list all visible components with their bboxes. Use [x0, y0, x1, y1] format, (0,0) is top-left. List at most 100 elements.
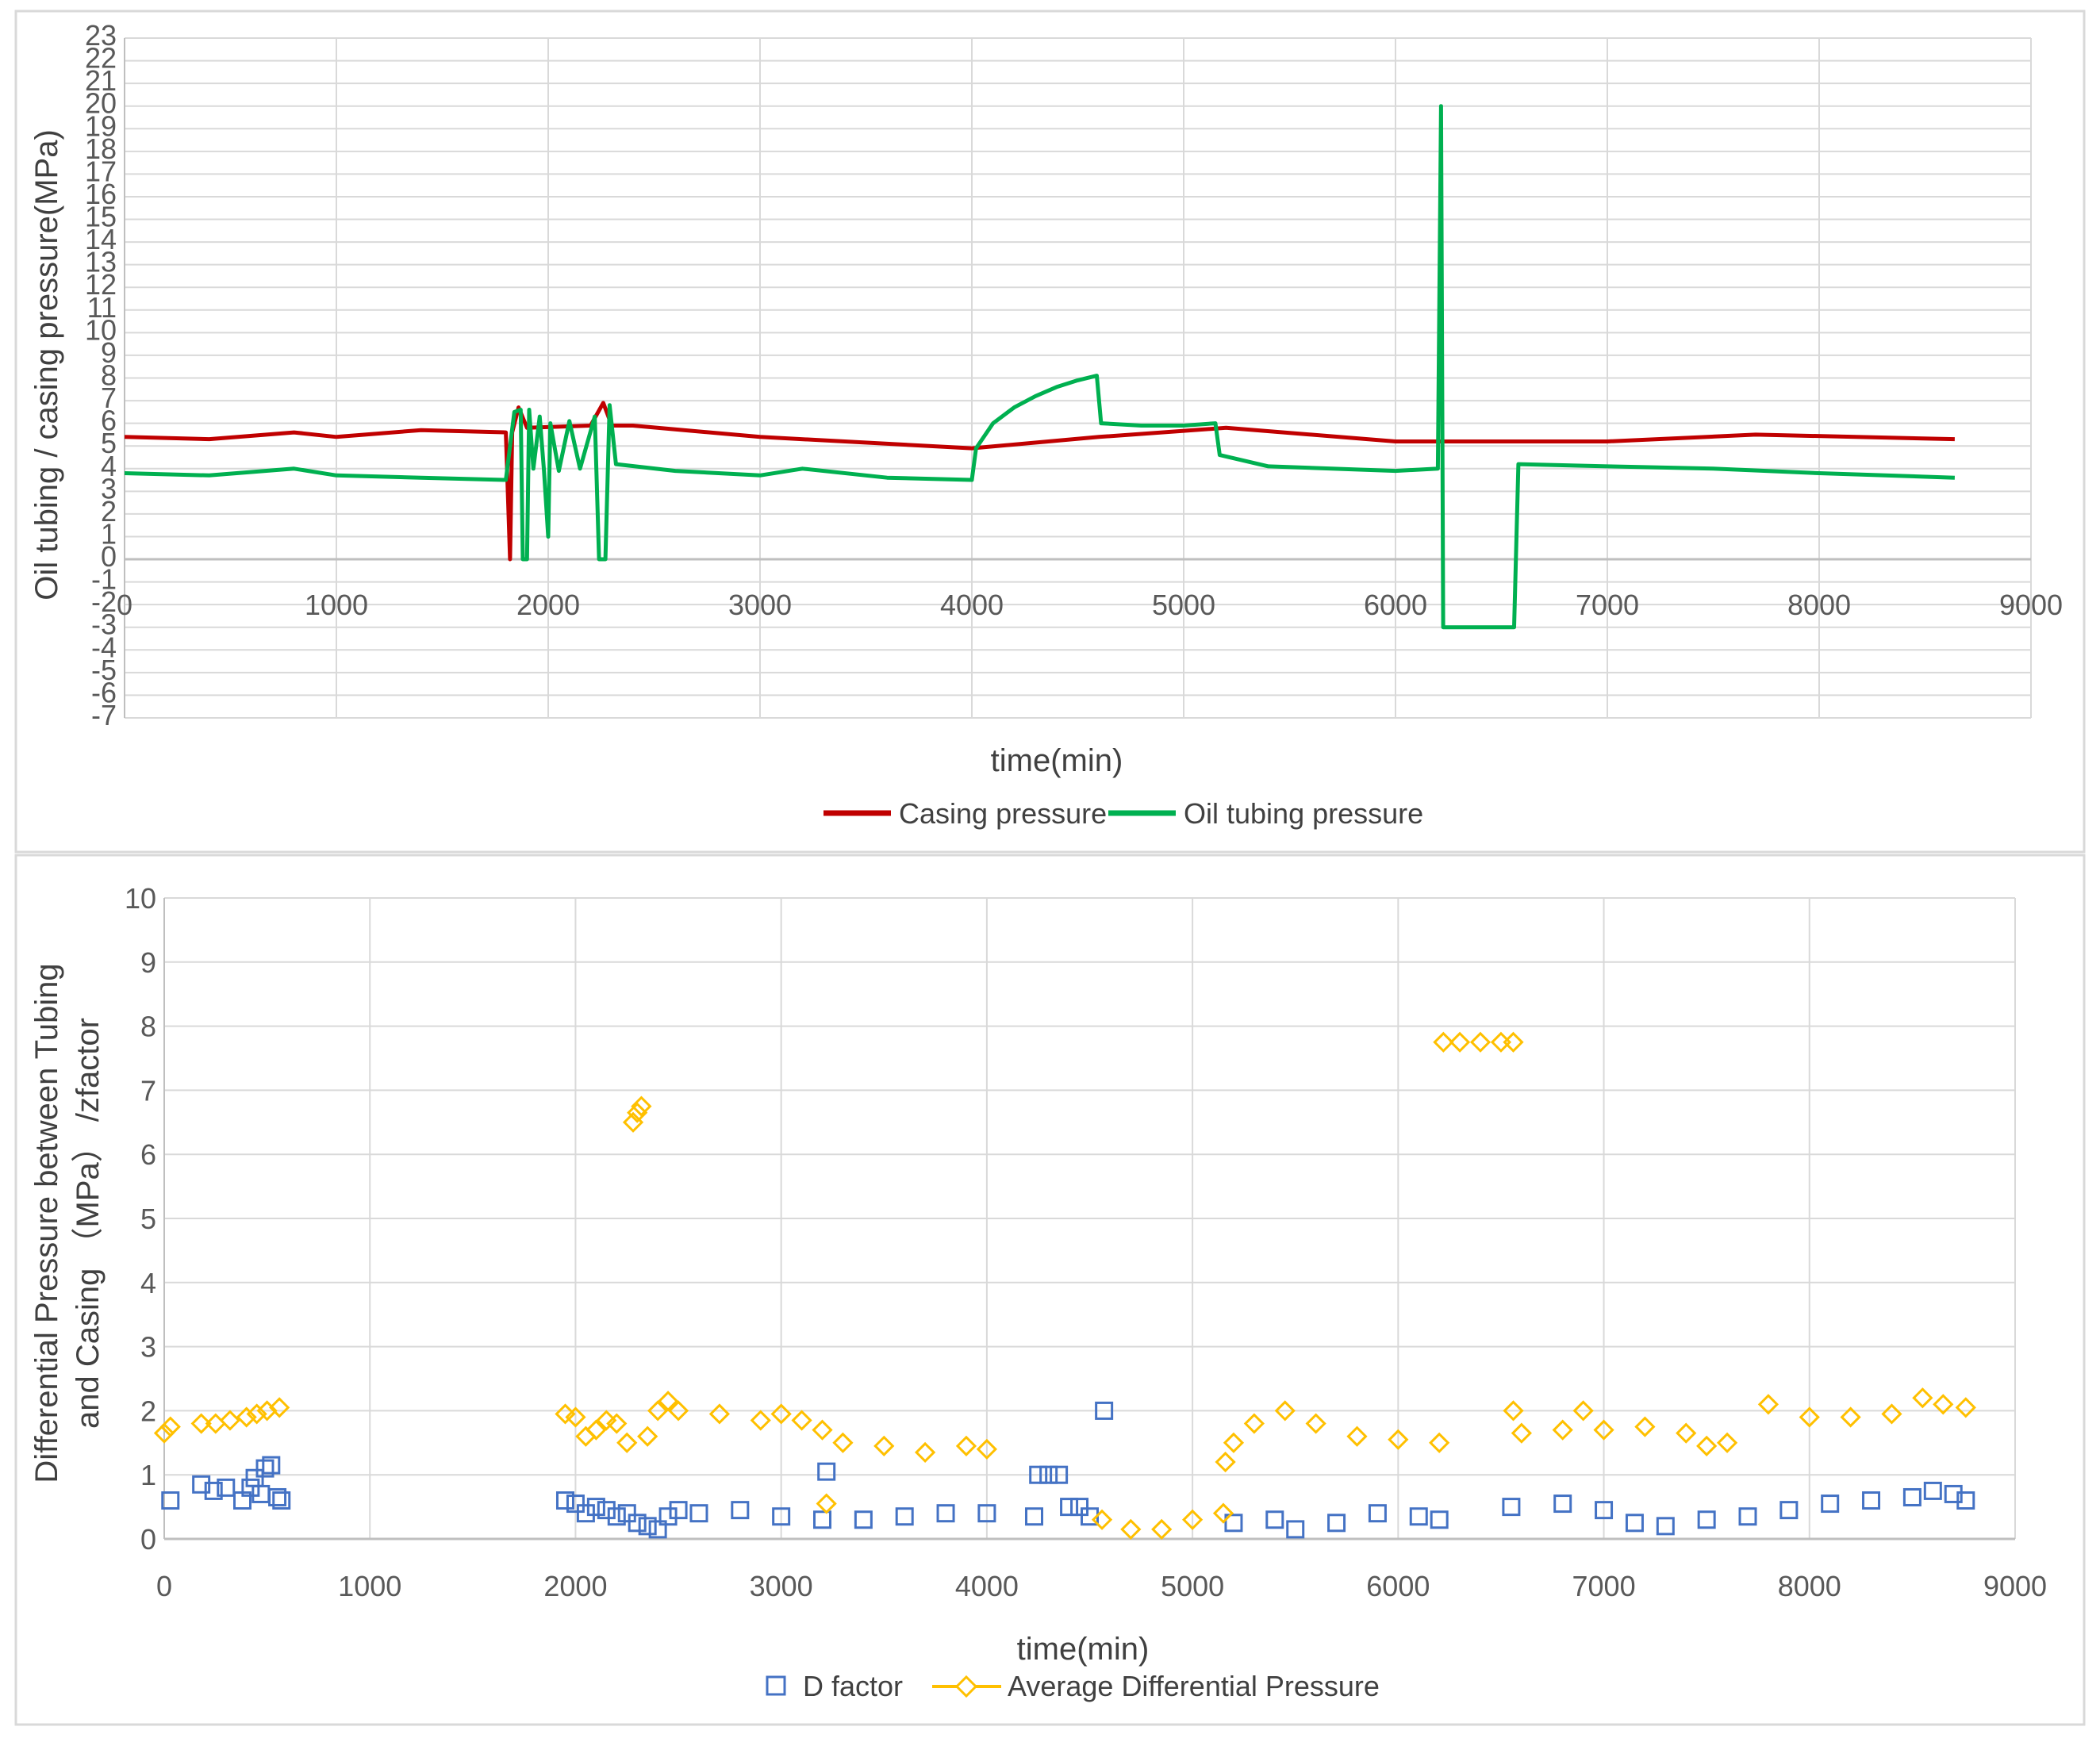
y-tick-label: 6	[101, 405, 117, 437]
avg-dp-point	[1716, 1432, 1738, 1453]
avg-dp-point	[832, 1432, 854, 1453]
dfactor-point	[586, 1498, 605, 1517]
dfactor-point	[638, 1517, 657, 1536]
x-tick-label: 1000	[305, 589, 368, 621]
dfactor-point	[204, 1481, 223, 1500]
avg-dp-point	[791, 1410, 812, 1431]
x-tick-label: 5000	[1152, 589, 1215, 621]
y-tick-label: 20	[85, 87, 117, 120]
avg-dp-point	[1840, 1406, 1861, 1428]
dfactor-point	[1039, 1465, 1058, 1484]
dfactor-point	[669, 1501, 688, 1520]
dfactor-point	[1923, 1481, 1942, 1500]
x-tick-label: 3000	[728, 589, 792, 621]
avg-dp-point	[1572, 1400, 1594, 1422]
avg-dp-point	[1799, 1406, 1820, 1428]
avg-dp-point	[1511, 1422, 1532, 1444]
x-tick-label: 8000	[1787, 589, 1851, 621]
dfactor-point	[217, 1478, 236, 1497]
avg-dp-point	[1181, 1509, 1204, 1530]
pressure-chart-grid	[124, 37, 2032, 719]
dfactor-point	[1944, 1484, 1963, 1503]
y-tick-label: -5	[91, 654, 117, 686]
dfactor-point	[1060, 1498, 1079, 1517]
avg-dp-point	[873, 1435, 895, 1456]
y-tick-label: 1	[101, 517, 117, 550]
dfactor-point	[772, 1507, 791, 1526]
differential-chart-grid	[163, 897, 2016, 1541]
y-tick-label: 3	[140, 1331, 156, 1364]
y-tick-label: 23	[85, 19, 117, 52]
x-tick-label: 5000	[1161, 1570, 1224, 1602]
dfactor-point	[1595, 1501, 1614, 1520]
avg-dp-point	[955, 1435, 977, 1456]
avg-dp-point	[1912, 1387, 1933, 1409]
dfactor-point	[617, 1504, 636, 1523]
y-tick-label: 2	[140, 1395, 156, 1427]
y-tick-label: -4	[91, 631, 117, 663]
avg-dp-point	[1433, 1031, 1454, 1053]
dfactor-point	[1025, 1507, 1044, 1526]
avg-dp-point	[269, 1397, 290, 1418]
avg-dp-point	[1212, 1502, 1234, 1524]
pressure-chart-series	[124, 104, 1955, 630]
avg-dp-point	[770, 1403, 792, 1425]
dfactor-point	[1029, 1465, 1048, 1484]
legend-casing-label: Casing pressure	[899, 797, 1107, 830]
avg-dp-point	[1696, 1435, 1718, 1456]
dfactor-point	[658, 1507, 678, 1526]
x-tick-label: 8000	[1778, 1570, 1841, 1602]
dfactor-point	[161, 1491, 180, 1510]
dfactor-point	[731, 1501, 750, 1520]
avg-dp-point	[1274, 1400, 1296, 1422]
dfactor-point	[854, 1510, 873, 1529]
y-tick-label: 8	[101, 359, 117, 392]
dfactor-point	[607, 1507, 626, 1526]
dfactor-point	[895, 1507, 914, 1526]
differential-chart-series	[153, 1031, 1976, 1541]
y-tick-label: 15	[85, 201, 117, 233]
pressure-chart-x-axis-title: time(min)	[991, 743, 1123, 778]
y-tick-label: 8	[140, 1011, 156, 1043]
avg-dp-point	[219, 1410, 241, 1431]
avg-dp-point	[616, 1432, 638, 1453]
dfactor-point	[192, 1475, 211, 1494]
y-tick-label: -6	[91, 676, 117, 708]
dfactor-point	[1956, 1491, 1975, 1510]
pressure-chart-legend: Casing pressure Oil tubing pressure	[823, 797, 1423, 830]
y-tick-label: -2	[91, 585, 117, 618]
dfactor-point	[262, 1456, 281, 1475]
dfactor-point	[1286, 1520, 1305, 1539]
legend-tubing-label: Oil tubing pressure	[1184, 797, 1423, 830]
y-tick-label: 4	[101, 450, 117, 482]
avg-dp-point	[1676, 1422, 1697, 1444]
y-tick-label: 9	[140, 946, 156, 979]
dfactor-point	[1224, 1514, 1243, 1533]
dfactor-point	[241, 1478, 260, 1497]
y-tick-label: 13	[85, 246, 117, 278]
dfactor-point	[555, 1491, 574, 1510]
y-tick-label: 21	[85, 64, 117, 97]
dfactor-point	[1738, 1507, 1757, 1526]
avg-dp-point	[708, 1403, 731, 1425]
legend-avgdp-marker	[954, 1675, 978, 1698]
avg-dp-point	[631, 1095, 652, 1117]
differential-chart-x-ticks: 0 1000 2000 3000 4000 5000 6000 7000 8000 9000	[156, 1570, 2047, 1602]
avg-dp-point	[812, 1419, 833, 1441]
dfactor-point	[566, 1495, 585, 1514]
dfactor-point	[936, 1504, 955, 1523]
avg-dp-point	[1503, 1031, 1524, 1053]
avg-dp-point	[1120, 1518, 1142, 1541]
top-panel-border	[14, 10, 2086, 854]
dfactor-point	[1625, 1514, 1644, 1533]
dfactor-point	[268, 1487, 287, 1506]
dfactor-point	[255, 1459, 274, 1478]
x-tick-label: 0	[156, 1570, 172, 1602]
x-tick-label: 6000	[1364, 589, 1427, 621]
avg-dp-point	[1881, 1403, 1902, 1425]
dfactor-point	[576, 1504, 595, 1523]
dfactor-point	[1697, 1510, 1716, 1529]
